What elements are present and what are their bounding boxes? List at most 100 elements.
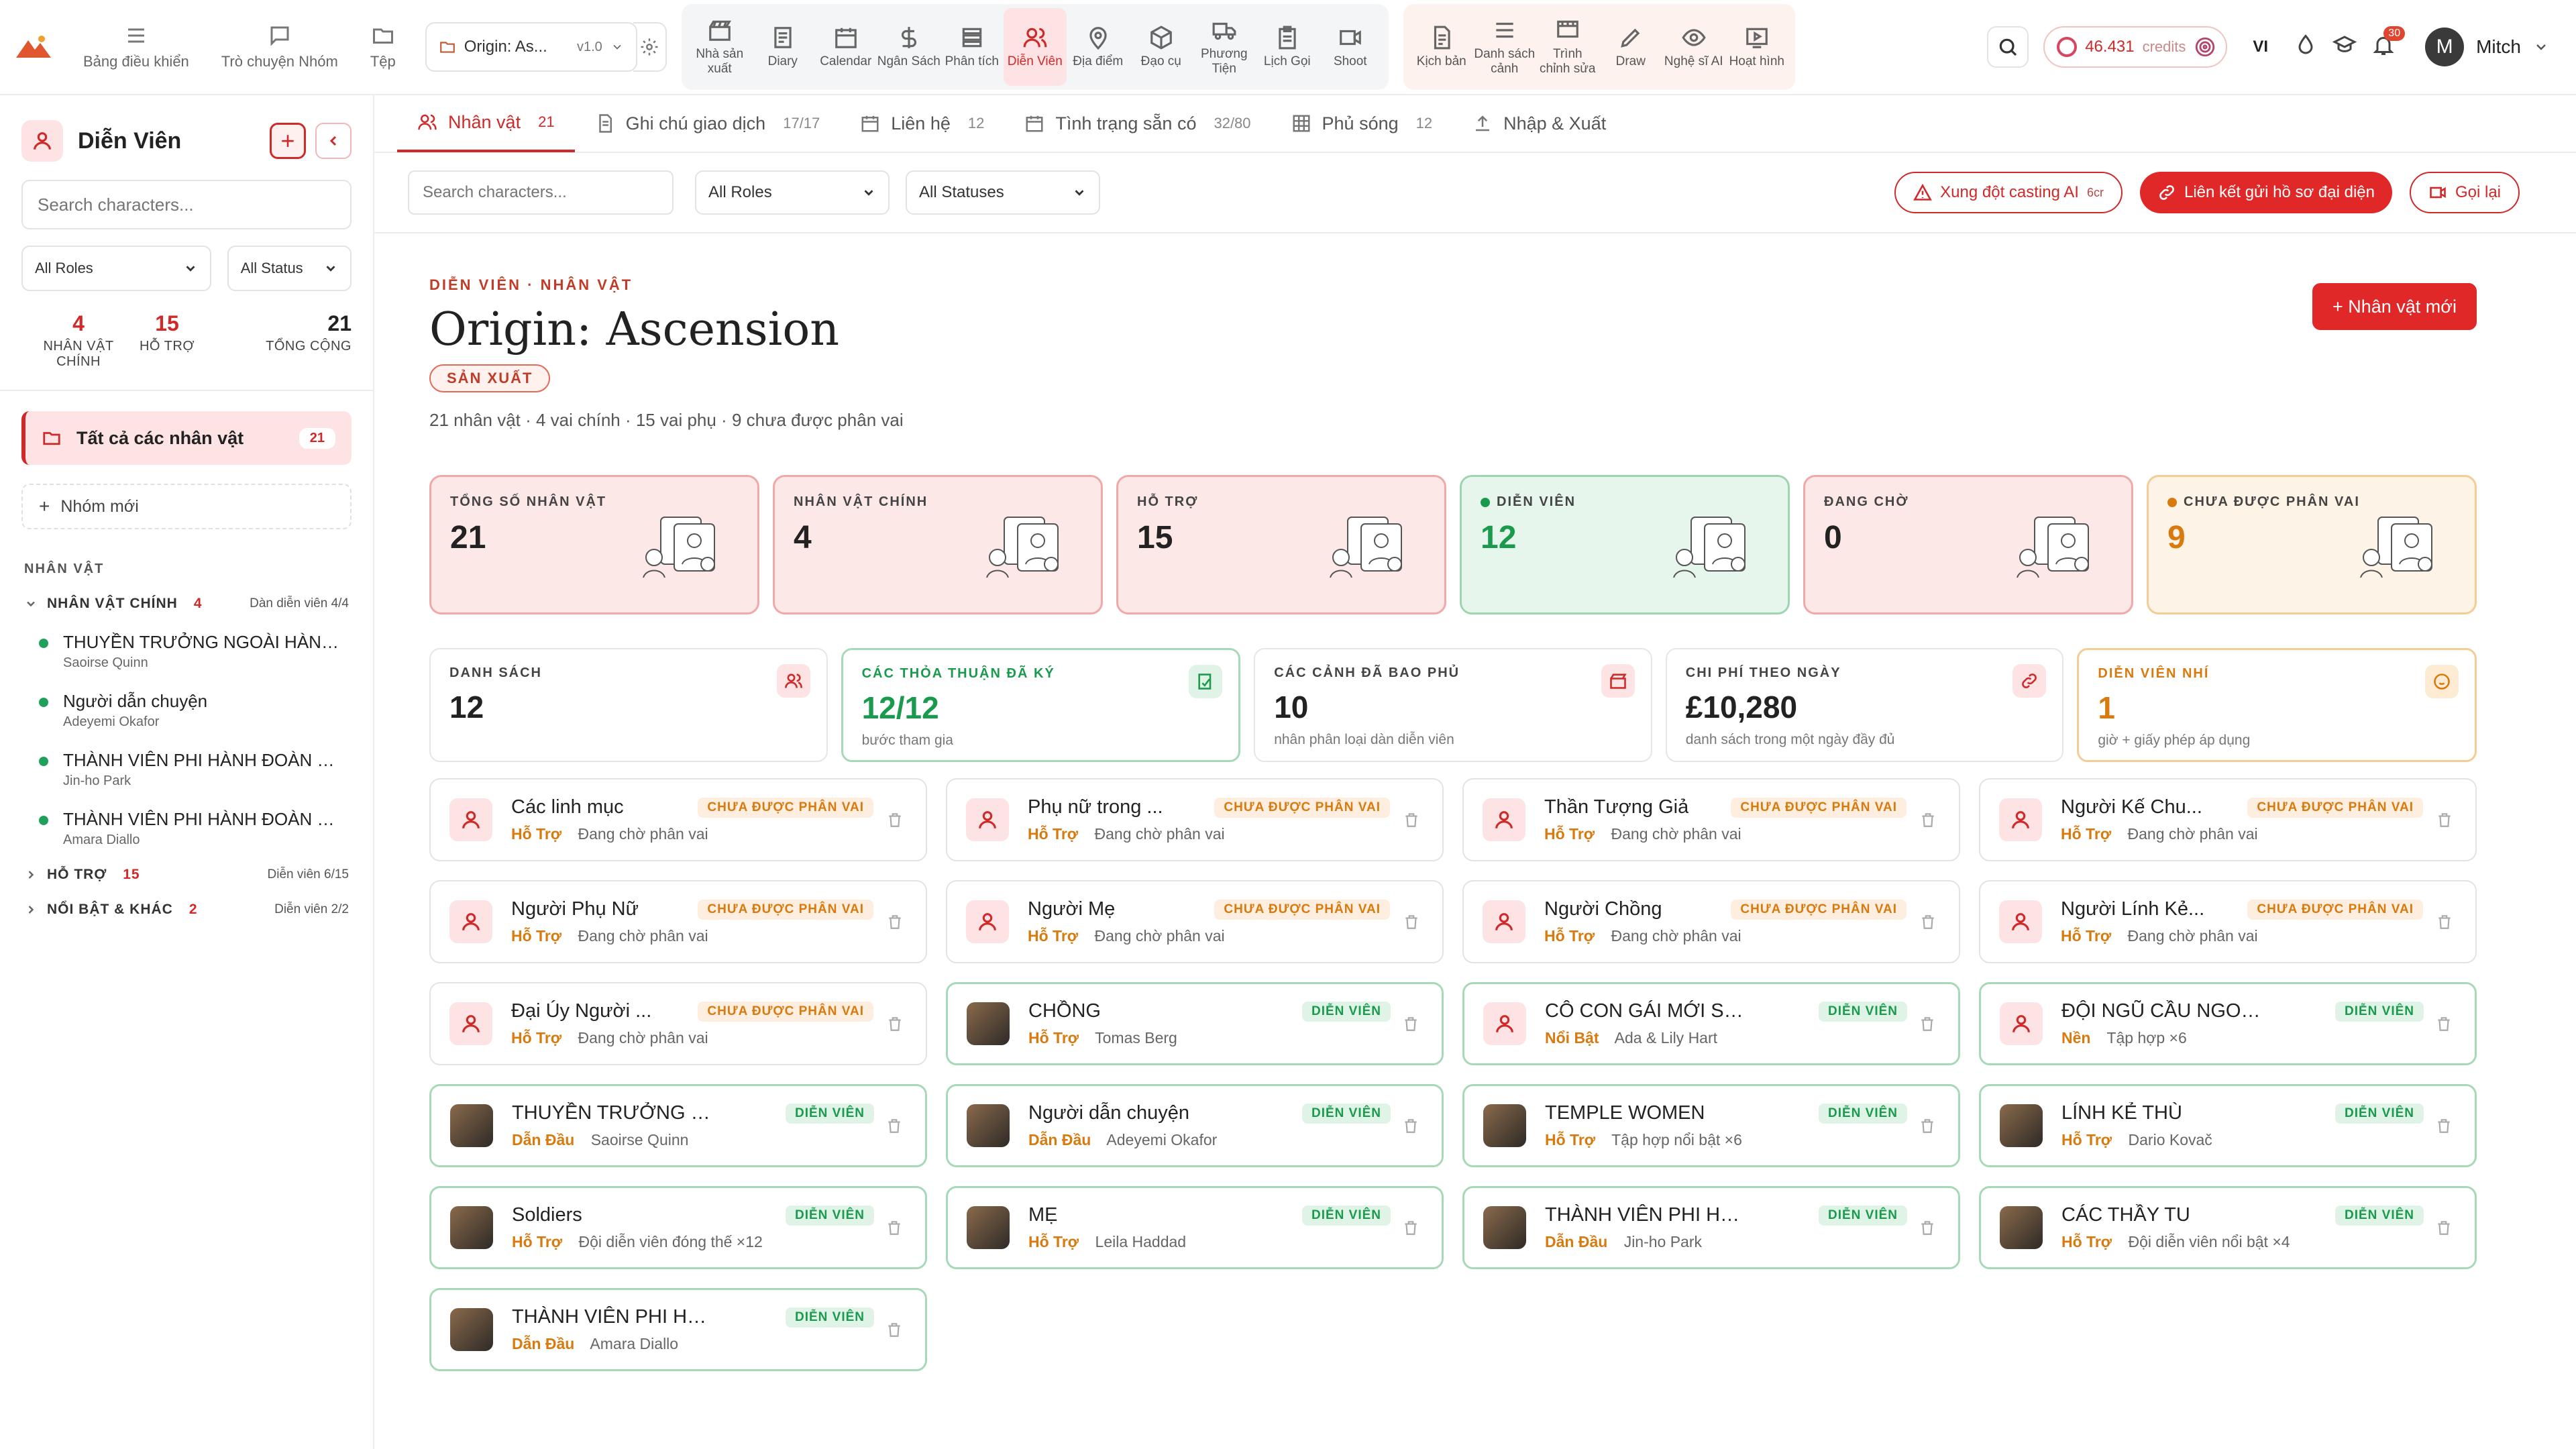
tool-budget[interactable]: Ngân Sách: [877, 8, 941, 86]
tool-editor[interactable]: Trình chỉnh sửa: [1536, 8, 1599, 86]
agent-submission-link-button[interactable]: Liên kết gửi hồ sơ đại diện: [2139, 172, 2392, 213]
learn-button[interactable]: [2332, 33, 2357, 62]
sidebar-character-item[interactable]: Người dẫn chuyện Adeyemi Okafor: [39, 691, 349, 730]
delete-character-button[interactable]: [2430, 1015, 2457, 1032]
callback-button[interactable]: Gọi lại: [2409, 172, 2520, 213]
delete-character-button[interactable]: [1397, 1015, 1424, 1032]
character-group-header[interactable]: NHÂN VẬT CHÍNH 4 Dàn diễn viên 4/4: [24, 596, 349, 612]
character-card[interactable]: Người Lính Kẻ... CHƯA ĐƯỢC PHÂN VAI Hỗ T…: [1979, 880, 2477, 963]
sidebar-status-select[interactable]: All Status: [227, 246, 352, 291]
delete-character-button[interactable]: [2430, 1117, 2457, 1134]
delete-character-button[interactable]: [1914, 1219, 1941, 1236]
sidebar-character-item[interactable]: THÀNH VIÊN PHI HÀNH ĐOÀN NGOÀI HÀNH TINH…: [39, 809, 349, 848]
search-button[interactable]: [1987, 26, 2029, 68]
tool-ai-artist[interactable]: Nghệ sĩ AI: [1662, 8, 1725, 86]
app-logo[interactable]: [0, 0, 67, 95]
tab-item[interactable]: Tình trạng sẵn có 32/80: [1004, 95, 1271, 152]
character-card[interactable]: Đại Úy Người ... CHƯA ĐƯỢC PHÂN VAI Hỗ T…: [429, 982, 927, 1065]
tool-locations[interactable]: Địa điểm: [1067, 8, 1130, 86]
notifications-button[interactable]: 30: [2371, 25, 2406, 62]
project-selector[interactable]: Origin: As... v1.0: [425, 22, 637, 72]
delete-character-button[interactable]: [1397, 1117, 1424, 1134]
character-card[interactable]: CÔ CON GÁI MỚI SINH DIỄN VIÊN Nổi Bật Ad…: [1462, 982, 1960, 1065]
delete-character-button[interactable]: [881, 1321, 908, 1338]
delete-character-button[interactable]: [1915, 811, 1941, 828]
tool-vehicles[interactable]: Phương Tiện: [1193, 8, 1256, 86]
sidebar-character-item[interactable]: THÀNH VIÊN PHI HÀNH ĐOÀN NGOÀI HÀNH TINH…: [39, 750, 349, 789]
delete-character-button[interactable]: [881, 811, 908, 828]
user-menu[interactable]: M Mitch: [2410, 28, 2549, 66]
delete-character-button[interactable]: [881, 913, 908, 930]
status-badge: CHƯA ĐƯỢC PHÂN VAI: [1214, 899, 1390, 920]
tool-scene-list[interactable]: Danh sách cảnh: [1473, 8, 1536, 86]
nav-dashboard[interactable]: Bảng điều khiển: [67, 0, 205, 95]
character-card[interactable]: Phụ nữ trong ... CHƯA ĐƯỢC PHÂN VAI Hỗ T…: [946, 778, 1444, 861]
tool-analysis[interactable]: Phân tích: [941, 8, 1004, 86]
all-characters-item[interactable]: Tất cả các nhân vật 21: [21, 411, 352, 465]
delete-character-button[interactable]: [881, 1015, 908, 1032]
tool-animation[interactable]: Hoạt hình: [1725, 8, 1788, 86]
character-card[interactable]: LÍNH KẺ THÙ DIỄN VIÊN Hỗ Trợ Dario Kovač: [1979, 1084, 2477, 1167]
tool-shoot[interactable]: Shoot: [1319, 8, 1382, 86]
tool-script[interactable]: Kịch bản: [1410, 8, 1473, 86]
character-card[interactable]: CHỒNG DIỄN VIÊN Hỗ Trợ Tomas Berg: [946, 982, 1444, 1065]
character-search-input[interactable]: [423, 183, 659, 202]
sidebar-character-item[interactable]: THUYỀN TRƯỞNG NGOÀI HÀNH TINH Saoirse Qu…: [39, 632, 349, 671]
character-card[interactable]: MẸ DIỄN VIÊN Hỗ Trợ Leila Haddad: [946, 1186, 1444, 1269]
character-card[interactable]: Người dẫn chuyện DIỄN VIÊN Dẫn Đầu Adeye…: [946, 1084, 1444, 1167]
tab-item[interactable]: Ghi chú giao dịch 17/17: [575, 95, 841, 152]
character-card[interactable]: TEMPLE WOMEN DIỄN VIÊN Hỗ Trợ Tập hợp nổ…: [1462, 1084, 1960, 1167]
delete-character-button[interactable]: [1398, 811, 1425, 828]
character-group-header[interactable]: NỔI BẬT & KHÁC 2 Diễn viên 2/2: [24, 902, 349, 918]
collapse-sidebar-button[interactable]: [315, 123, 352, 159]
delete-character-button[interactable]: [881, 1117, 908, 1134]
delete-character-button[interactable]: [2431, 913, 2458, 930]
delete-character-button[interactable]: [1914, 1015, 1941, 1032]
statuses-select[interactable]: All Statuses: [906, 170, 1100, 215]
language-switch[interactable]: VI: [2253, 38, 2269, 56]
new-group-button[interactable]: + Nhóm mới: [21, 484, 352, 529]
tab-item[interactable]: Nhập & Xuất: [1452, 95, 1626, 152]
credits-badge[interactable]: 46.431 credits: [2043, 26, 2228, 68]
nav-files[interactable]: Tệp: [354, 0, 412, 95]
ai-casting-conflict-button[interactable]: Xung đột casting AI 6cr: [1894, 172, 2123, 213]
tool-diary[interactable]: Diary: [751, 8, 814, 86]
roles-select[interactable]: All Roles: [695, 170, 890, 215]
tab-item[interactable]: Liên hệ 12: [840, 95, 1004, 152]
character-group-header[interactable]: HỖ TRỢ 15 Diễn viên 6/15: [24, 867, 349, 883]
character-card[interactable]: THUYỀN TRƯỞNG NGO... DIỄN VIÊN Dẫn Đầu S…: [429, 1084, 927, 1167]
character-card[interactable]: Soldiers DIỄN VIÊN Hỗ Trợ Đội diễn viên …: [429, 1186, 927, 1269]
project-settings-button[interactable]: [633, 22, 667, 72]
theme-toggle[interactable]: [2294, 33, 2318, 62]
sidebar-search-input[interactable]: [38, 194, 335, 215]
delete-character-button[interactable]: [1914, 1117, 1941, 1134]
character-card[interactable]: Người Mẹ CHƯA ĐƯỢC PHÂN VAI Hỗ Trợ Đang …: [946, 880, 1444, 963]
delete-character-button[interactable]: [2430, 1219, 2457, 1236]
delete-character-button[interactable]: [881, 1219, 908, 1236]
character-card[interactable]: Người Phụ Nữ CHƯA ĐƯỢC PHÂN VAI Hỗ Trợ Đ…: [429, 880, 927, 963]
sidebar-role-select[interactable]: All Roles: [21, 246, 211, 291]
character-card[interactable]: Thần Tượng Giả CHƯA ĐƯỢC PHÂN VAI Hỗ Trợ…: [1462, 778, 1960, 861]
tool-callsheet[interactable]: Lịch Gọi: [1256, 8, 1319, 86]
delete-character-button[interactable]: [1397, 1219, 1424, 1236]
character-card[interactable]: THÀNH VIÊN PHI HÀNH ... DIỄN VIÊN Dẫn Đầ…: [1462, 1186, 1960, 1269]
character-card[interactable]: Người Kế Chu... CHƯA ĐƯỢC PHÂN VAI Hỗ Tr…: [1979, 778, 2477, 861]
add-character-button[interactable]: +: [270, 123, 306, 159]
tool-producer[interactable]: Nhà sản xuất: [688, 8, 751, 86]
character-card[interactable]: THÀNH VIÊN PHI HÀNH ... DIỄN VIÊN Dẫn Đầ…: [429, 1288, 927, 1371]
delete-character-button[interactable]: [1915, 913, 1941, 930]
character-card[interactable]: ĐỘI NGŨ CẦU NGOÀI H... DIỄN VIÊN Nền Tập…: [1979, 982, 2477, 1065]
tool-cast[interactable]: Diễn Viên: [1003, 8, 1067, 86]
tab-item[interactable]: Phủ sóng 12: [1271, 95, 1453, 152]
tool-props[interactable]: Đạo cụ: [1130, 8, 1193, 86]
tab-item[interactable]: Nhân vật 21: [397, 95, 575, 152]
tool-calendar[interactable]: Calendar: [814, 8, 877, 86]
nav-group-chat[interactable]: Trò chuyện Nhóm: [205, 0, 354, 95]
tool-draw[interactable]: Draw: [1599, 8, 1662, 86]
character-card[interactable]: CÁC THẦY TU DIỄN VIÊN Hỗ Trợ Đội diễn vi…: [1979, 1186, 2477, 1269]
character-card[interactable]: Người Chồng CHƯA ĐƯỢC PHÂN VAI Hỗ Trợ Đa…: [1462, 880, 1960, 963]
delete-character-button[interactable]: [1398, 913, 1425, 930]
delete-character-button[interactable]: [2431, 811, 2458, 828]
new-character-button[interactable]: + Nhân vật mới: [2312, 283, 2477, 330]
character-card[interactable]: Các linh mục CHƯA ĐƯỢC PHÂN VAI Hỗ Trợ Đ…: [429, 778, 927, 861]
